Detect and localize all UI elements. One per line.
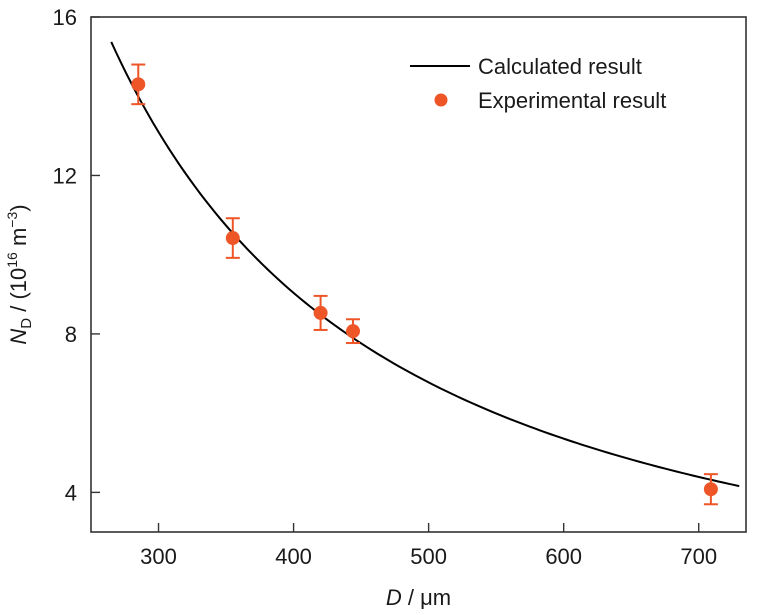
y-tick-label: 16 bbox=[53, 5, 77, 30]
x-tick-label: 600 bbox=[545, 544, 582, 569]
legend-label-calculated: Calculated result bbox=[478, 54, 642, 79]
y-tick-label: 4 bbox=[65, 480, 77, 505]
y-axis-title: ND / (1016 m−3) bbox=[4, 204, 35, 344]
data-point bbox=[313, 305, 328, 320]
x-tick-label: 700 bbox=[680, 544, 717, 569]
y-axis-unit-middle: m bbox=[6, 228, 31, 252]
y-tick-label: 8 bbox=[65, 322, 77, 347]
x-tick-label: 500 bbox=[410, 544, 447, 569]
x-tick-label: 300 bbox=[140, 544, 177, 569]
x-axis-unit: / μm bbox=[402, 585, 451, 610]
data-point bbox=[346, 324, 360, 339]
x-tick-label: 400 bbox=[275, 544, 312, 569]
y-axis-superscript: 16 bbox=[4, 252, 20, 268]
points-layer bbox=[131, 63, 718, 506]
y-axis-symbol: N bbox=[6, 329, 31, 345]
x-axis: 300 400 500 600 700 bbox=[140, 523, 717, 569]
experimental-point bbox=[225, 217, 240, 259]
curve-layer bbox=[110, 41, 740, 488]
data-point bbox=[225, 231, 240, 246]
y-axis-unit-superscript: −3 bbox=[4, 212, 20, 228]
y-axis-unit-prefix: / (10 bbox=[6, 268, 31, 318]
legend-dot-swatch bbox=[434, 93, 448, 107]
y-axis: 4 8 12 16 bbox=[53, 5, 100, 505]
x-axis-symbol: D bbox=[386, 585, 402, 610]
experimental-point bbox=[131, 63, 146, 106]
experimental-point bbox=[313, 294, 328, 331]
y-tick-label: 12 bbox=[53, 163, 77, 188]
data-point bbox=[131, 77, 146, 92]
x-axis-title: D / μm bbox=[386, 585, 451, 610]
experimental-point bbox=[703, 473, 718, 506]
y-axis-unit-suffix: ) bbox=[6, 204, 31, 211]
calculated-curve bbox=[110, 41, 740, 488]
plot-frame bbox=[90, 16, 747, 533]
data-point bbox=[703, 482, 718, 497]
y-axis-subscript: D bbox=[18, 318, 35, 329]
legend-label-experimental: Experimental result bbox=[478, 88, 666, 113]
legend: Calculated result Experimental result bbox=[410, 54, 666, 113]
experimental-point bbox=[346, 318, 360, 345]
